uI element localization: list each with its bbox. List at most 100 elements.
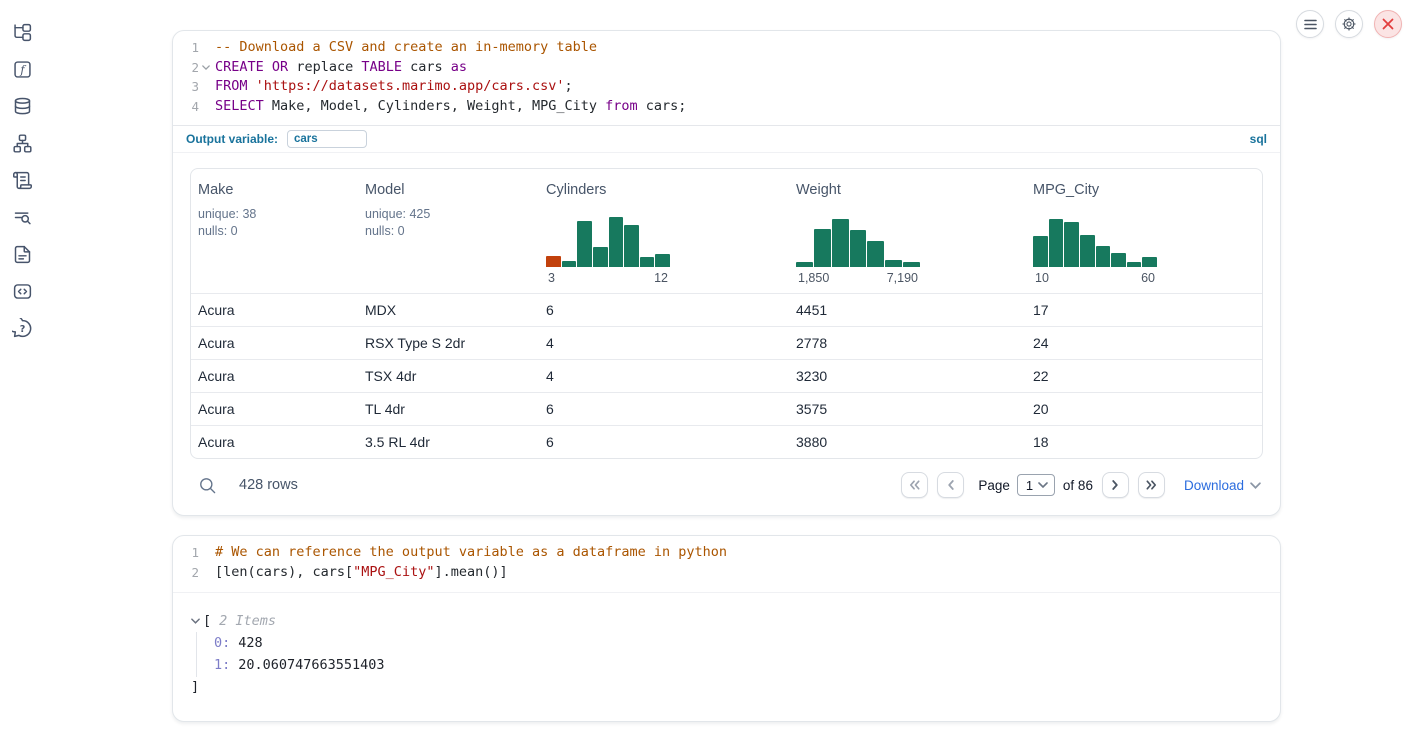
stat-line: unique: 38	[198, 207, 257, 222]
histogram-bar	[1126, 261, 1142, 268]
table-cell: 6	[546, 302, 554, 319]
stat-line: nulls: 0	[198, 223, 238, 238]
file-tree-icon[interactable]	[11, 21, 33, 43]
fold-chevron-icon[interactable]	[199, 58, 212, 78]
sql-cell: 1 -- Download a CSV and create an in-memo…	[172, 30, 1281, 517]
page-total: of 86	[1062, 477, 1093, 493]
code-text: SELECT Make, Model, Cylinders, Weight, M…	[215, 97, 686, 117]
table-cell: 18	[1033, 434, 1049, 451]
output-variable-input[interactable]: cars	[287, 130, 368, 149]
page-select[interactable]: 1	[1016, 474, 1055, 497]
row-count: 428 rows	[239, 477, 298, 494]
token: # We can reference the output variable a…	[215, 544, 728, 561]
histogram-bars	[796, 214, 921, 268]
histogram-bar	[849, 230, 867, 268]
chevron-down-icon	[1038, 482, 1048, 489]
list-search-icon[interactable]	[11, 206, 33, 228]
histogram-bar	[867, 240, 885, 268]
column-header-make[interactable]: Make unique: 38 nulls: 0	[198, 182, 365, 285]
tree-children: 0: 428 1: 20.060747663551403	[196, 631, 1262, 677]
last-page-button[interactable]	[1137, 472, 1165, 499]
column-summary: unique: 425 nulls: 0	[365, 206, 546, 285]
table-cell: 3880	[796, 434, 828, 451]
svg-text:?: ?	[19, 324, 25, 335]
table-cell: 3230	[796, 368, 828, 385]
next-page-button[interactable]	[1101, 472, 1129, 499]
search-icon[interactable]	[197, 475, 217, 495]
fold-gutter	[199, 77, 212, 97]
help-icon[interactable]: ?	[11, 317, 33, 339]
code-text: -- Download a CSV and create an in-memor…	[215, 38, 597, 58]
python-cell: 1 # We can reference the output variable …	[172, 535, 1281, 722]
table-row[interactable]: Acura TSX 4dr 4 3230 22	[191, 359, 1262, 392]
table-cell: 20	[1033, 401, 1049, 418]
table-cell: 24	[1033, 335, 1049, 352]
histogram-bar	[1033, 235, 1048, 268]
settings-gear-button[interactable]	[1335, 10, 1363, 38]
column-header-model[interactable]: Model unique: 425 nulls: 0	[365, 182, 546, 285]
svg-text:f: f	[19, 62, 26, 76]
code-text: # We can reference the output variable a…	[215, 543, 727, 563]
column-header-mpg_city[interactable]: MPG_City 10 60	[1033, 182, 1262, 285]
language-badge[interactable]: sql	[1249, 132, 1267, 147]
histogram-axis-labels: 10 60	[1033, 271, 1157, 285]
tree-collapse-chevron-icon[interactable]	[191, 618, 203, 624]
column-histogram: 3 12	[546, 214, 670, 285]
table-cell: 4451	[796, 302, 828, 319]
download-button[interactable]: Download	[1184, 478, 1261, 493]
table-cell: Acura	[198, 434, 235, 451]
stat-line: unique: 425	[365, 207, 431, 222]
shutdown-close-button[interactable]	[1374, 10, 1402, 38]
page-select-value: 1	[1025, 477, 1034, 493]
token: -- Download a CSV and create an in-memor…	[215, 39, 598, 55]
chevron-down-icon	[1250, 482, 1261, 489]
snippets-icon[interactable]	[11, 280, 33, 302]
token: TABLE	[361, 58, 402, 75]
tree-entry-value: 428	[238, 634, 263, 651]
documentation-icon[interactable]	[11, 243, 33, 265]
column-name: Model	[365, 182, 405, 199]
table-row[interactable]: Acura RSX Type S 2dr 4 2778 24	[191, 326, 1262, 359]
histogram-axis-labels: 1,850 7,190	[796, 271, 920, 285]
column-name: MPG_City	[1033, 182, 1100, 199]
tree-entry-key: 0:	[214, 634, 231, 651]
sql-code-editor[interactable]: 1 -- Download a CSV and create an in-memo…	[173, 31, 1280, 125]
histogram-bar	[903, 261, 921, 268]
menu-button[interactable]	[1296, 10, 1324, 38]
table-row[interactable]: Acura 3.5 RL 4dr 6 3880 18	[191, 425, 1262, 458]
helper-panel-sidebar: f ?	[0, 0, 44, 729]
datasources-icon[interactable]	[11, 95, 33, 117]
dependency-graph-icon[interactable]	[11, 132, 33, 154]
axis-max-label: 7,190	[886, 271, 918, 286]
fold-gutter	[199, 38, 212, 58]
functions-icon[interactable]: f	[11, 58, 33, 80]
histogram-bar	[885, 259, 903, 268]
histogram-bar	[1048, 218, 1064, 268]
tree-items-count: 2 Items	[219, 612, 277, 629]
fold-gutter	[199, 563, 212, 583]
fold-gutter	[199, 97, 212, 117]
axis-min-label: 1,850	[798, 271, 830, 286]
histogram-bar	[1095, 246, 1111, 268]
previous-page-button[interactable]	[937, 472, 965, 499]
code-line: 2 [len(cars), cars["MPG_City"].mean()]	[173, 563, 1280, 583]
table-cell: 2778	[796, 335, 828, 352]
sql-cell-output: Make unique: 38 nulls: 0 Model unique: 425 nu…	[173, 152, 1280, 515]
tree-open-bracket: [	[203, 612, 212, 629]
first-page-button[interactable]	[901, 472, 929, 499]
data-table: Make unique: 38 nulls: 0 Model unique: 425 nu…	[190, 168, 1263, 460]
table-row[interactable]: Acura MDX 6 4451 17	[191, 293, 1262, 326]
fold-gutter	[199, 543, 212, 563]
histogram-axis-labels: 3 12	[546, 271, 670, 285]
line-number: 2	[191, 59, 199, 75]
download-label: Download	[1183, 477, 1244, 493]
stat-line: nulls: 0	[365, 223, 405, 238]
python-code-editor[interactable]: 1 # We can reference the output variable …	[173, 536, 1280, 591]
table-row[interactable]: Acura TL 4dr 6 3575 20	[191, 392, 1262, 425]
tree-entry: 0: 428	[214, 632, 1262, 655]
column-header-cylinders[interactable]: Cylinders 3 12	[546, 182, 796, 285]
python-cell-output: [ 2 Items 0: 428 1: 20.060747663551403 ]	[173, 591, 1280, 721]
axis-max-label: 60	[1141, 271, 1155, 286]
logs-icon[interactable]	[11, 169, 33, 191]
column-header-weight[interactable]: Weight 1,850 7,190	[796, 182, 1033, 285]
